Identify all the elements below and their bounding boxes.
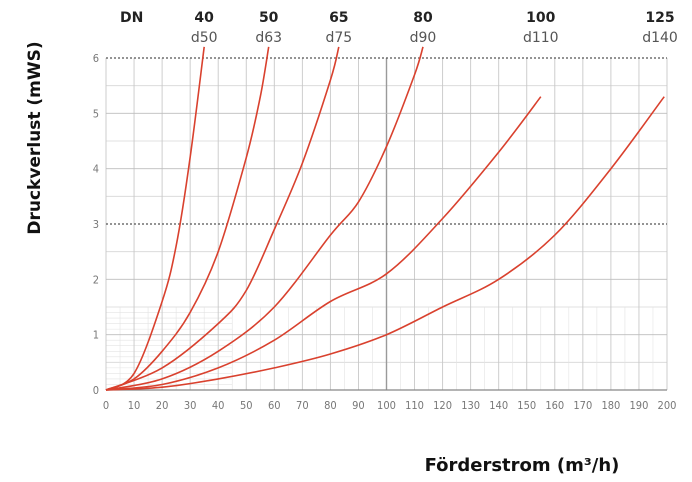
- y-tick-label: 0: [93, 384, 99, 397]
- x-tick-label: 160: [545, 399, 564, 412]
- d-label-d75: d75: [325, 30, 352, 46]
- dn-label-50: 50: [259, 10, 279, 26]
- x-tick-label: 110: [405, 399, 424, 412]
- chart-ticks: 0 10 20 30 40 50 60 70 80 90 100 110 120 130 140 150 160…: [93, 52, 677, 412]
- series-line-dn125: [105, 96, 665, 391]
- x-tick-label: 170: [573, 399, 592, 412]
- x-tick-label: 190: [630, 399, 649, 412]
- y-tick-label: 4: [93, 163, 99, 176]
- y-tick-label: 2: [93, 273, 99, 286]
- x-tick-label: 50: [240, 399, 253, 412]
- dn-label-100: 100: [526, 10, 555, 26]
- d-label-d110: d110: [523, 30, 559, 46]
- x-tick-label: 30: [184, 399, 197, 412]
- x-tick-label: 120: [433, 399, 452, 412]
- x-tick-label: 60: [268, 399, 281, 412]
- d-label-d140: d140: [642, 30, 678, 46]
- y-tick-label: 6: [93, 52, 99, 65]
- x-tick-label: 80: [324, 399, 337, 412]
- x-tick-label: 100: [377, 399, 396, 412]
- x-tick-label: 130: [461, 399, 480, 412]
- y-tick-label: 5: [93, 107, 99, 120]
- chart-grid: [105, 57, 668, 391]
- series-line-dn100: [105, 96, 542, 391]
- d-label-d63: d63: [255, 30, 282, 46]
- x-tick-label: 150: [517, 399, 536, 412]
- x-tick-label: 90: [352, 399, 365, 412]
- dn-legend: DN 40 d50 50 d63 65 d75 80 d90 100 d110 125 d140: [120, 10, 678, 46]
- series-line-dn50: [105, 46, 270, 391]
- x-tick-label: 180: [601, 399, 620, 412]
- dn-label-80: 80: [413, 10, 433, 26]
- series-line-dn40: [105, 46, 205, 391]
- dn-label-40: 40: [194, 10, 214, 26]
- x-tick-label: 0: [103, 399, 109, 412]
- dn-label-125: 125: [645, 10, 674, 26]
- x-tick-label: 140: [489, 399, 508, 412]
- series-line-dn80: [105, 46, 424, 391]
- dn-header: DN: [120, 10, 143, 26]
- x-tick-label: 20: [156, 399, 169, 412]
- x-axis-label: Förderstrom (m³/h): [425, 455, 620, 476]
- x-tick-label: 70: [296, 399, 309, 412]
- y-axis-label: Druckverlust (mWS): [25, 41, 45, 234]
- series-line-dn65: [105, 46, 340, 391]
- chart-series: [105, 46, 665, 391]
- dn-label-65: 65: [329, 10, 348, 26]
- y-tick-label: 3: [93, 218, 99, 231]
- d-label-d90: d90: [410, 30, 437, 46]
- y-tick-label: 1: [93, 329, 99, 342]
- x-tick-label: 40: [212, 399, 225, 412]
- x-tick-label: 10: [128, 399, 141, 412]
- x-tick-label: 200: [658, 399, 677, 412]
- d-label-d50: d50: [191, 30, 218, 46]
